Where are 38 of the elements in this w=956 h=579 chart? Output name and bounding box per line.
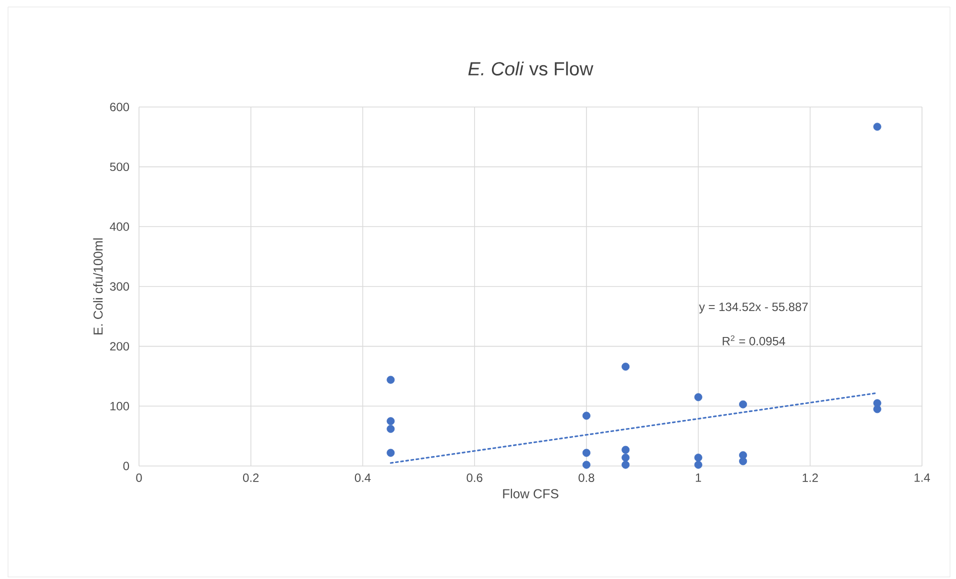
- point: [739, 400, 748, 408]
- y-tick-label: 200: [110, 342, 130, 351]
- x-tick-label: 1.2: [802, 474, 818, 482]
- point: [873, 405, 882, 414]
- x-tick-label: 1.4: [914, 474, 930, 482]
- y-tick-label: 400: [110, 222, 130, 231]
- point: [873, 122, 882, 131]
- y-axis-title: E. Coli cfu/100ml: [93, 238, 103, 334]
- point: [622, 446, 630, 454]
- point: [386, 424, 395, 433]
- point: [386, 376, 395, 384]
- annotation: R$^{2}$ = 0.0954: [722, 335, 786, 346]
- y-tick-label: 500: [110, 162, 130, 172]
- x-tick-label: 1: [696, 474, 702, 482]
- point: [582, 412, 590, 420]
- x-tick-label: 0.8: [578, 474, 594, 482]
- annotation: y = 134.52x - 55.887: [699, 302, 808, 314]
- point: [622, 460, 630, 469]
- point: [739, 457, 748, 466]
- point: [694, 460, 702, 469]
- y-tick-label: 300: [110, 282, 130, 291]
- x-tick-label: 0.6: [466, 474, 482, 482]
- chart-title: E. Coli vs Flow: [468, 62, 594, 76]
- y-tick-label: 0: [123, 462, 130, 470]
- y-tick-label: 100: [110, 402, 130, 410]
- point: [622, 362, 630, 371]
- point: [386, 448, 395, 457]
- point: [386, 417, 395, 426]
- y-tick-label: 600: [110, 102, 130, 112]
- point: [694, 454, 702, 462]
- x-axis-title: Flow CFS: [503, 488, 558, 498]
- point: [582, 448, 590, 457]
- x-tick-label: 0.2: [243, 474, 259, 482]
- x-tick-label: 0: [136, 474, 142, 482]
- x-tick-label: 0.4: [354, 474, 371, 482]
- point: [582, 460, 590, 469]
- point: [694, 393, 702, 402]
- point: [622, 454, 630, 462]
